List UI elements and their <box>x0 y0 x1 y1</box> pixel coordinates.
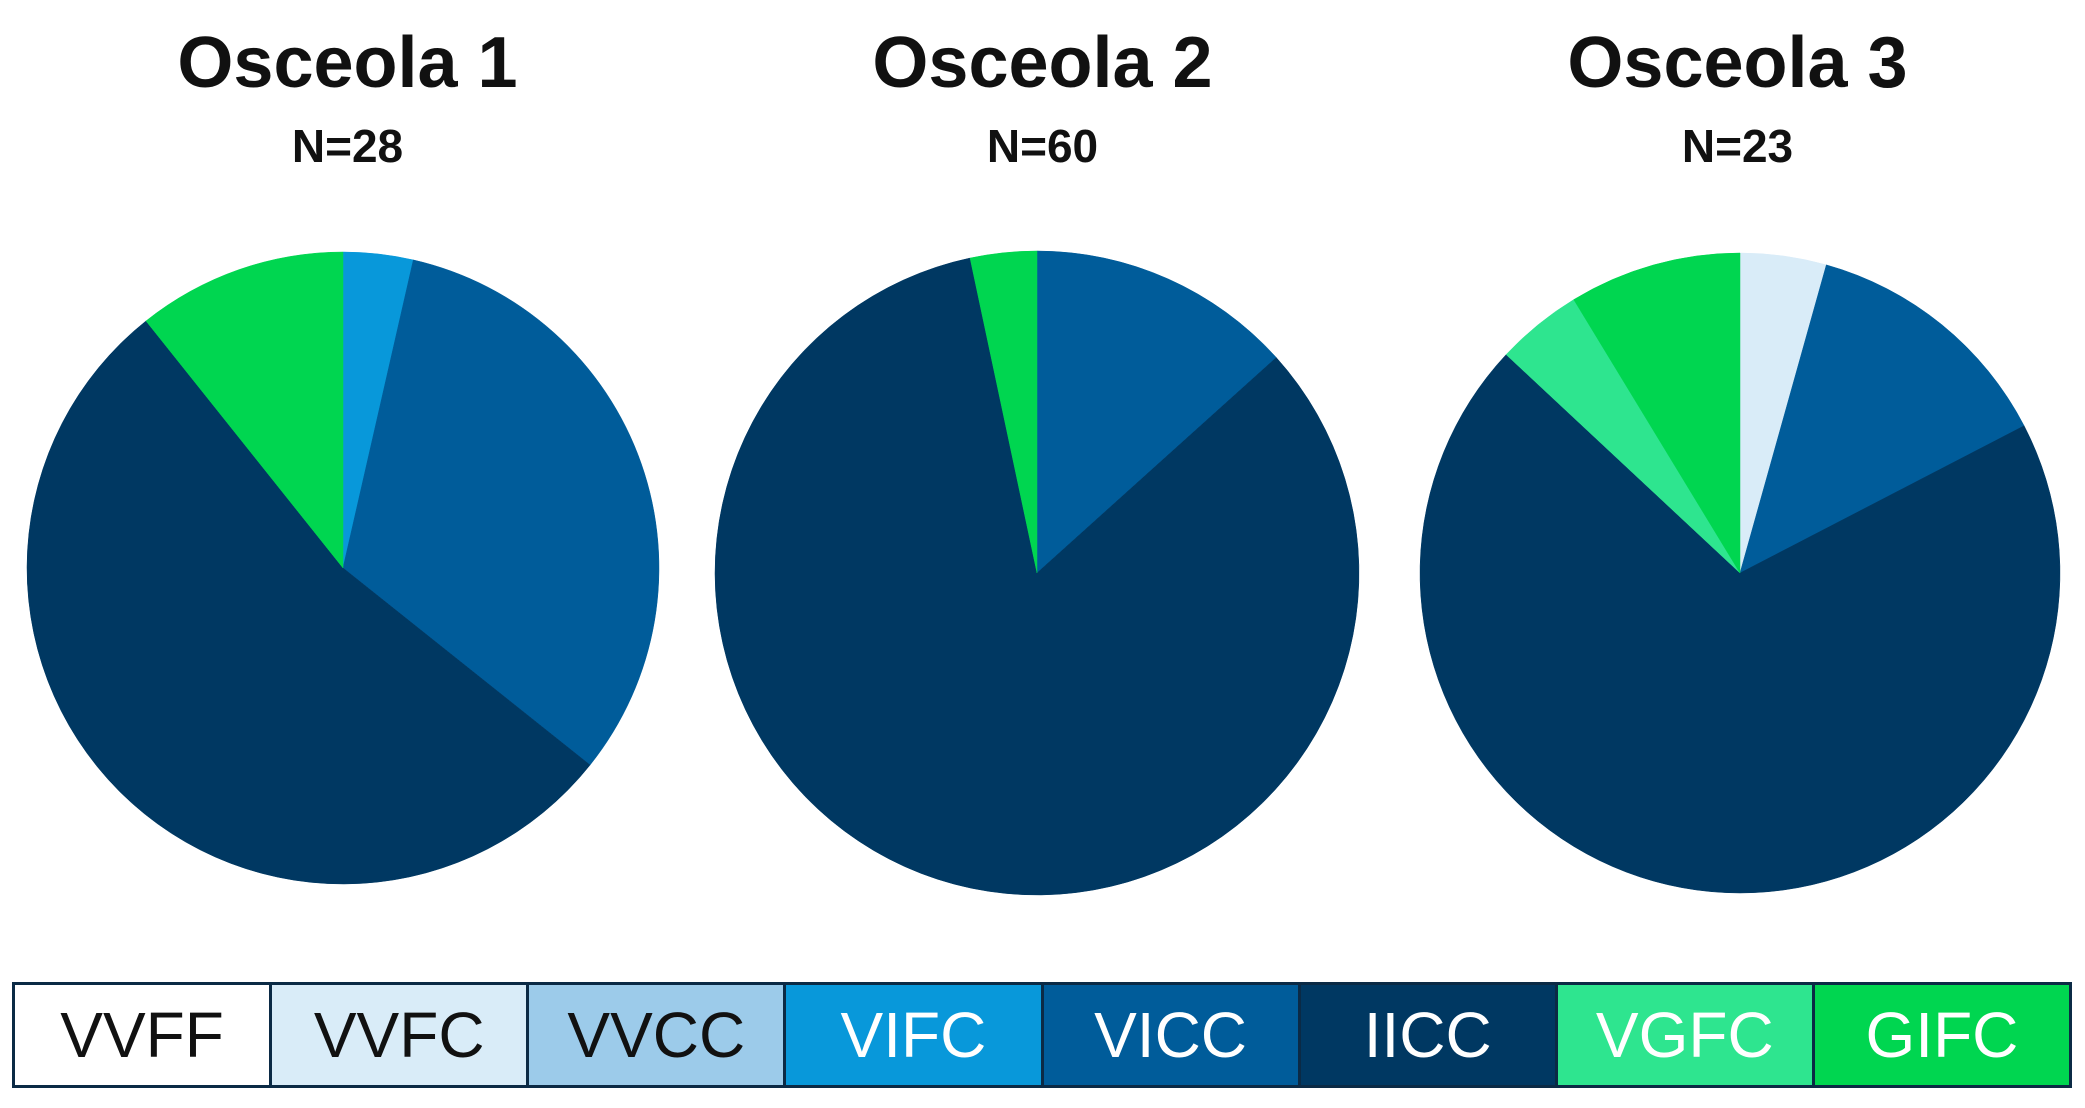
pie-slice-iicc <box>26 320 591 885</box>
legend-item-vvff: VVFF <box>15 985 273 1085</box>
pie-slice-gifc <box>969 250 1038 574</box>
pie-slice-iicc <box>714 257 1360 896</box>
legend-label: VVFC <box>313 999 485 1071</box>
legend-item-vvcc: VVCC <box>529 985 787 1085</box>
chart-title: Osceola 1 <box>177 23 518 103</box>
legend-item-vvfc: VVFC <box>272 985 530 1085</box>
pie-panel-osceola-3: Osceola 3 N=23 <box>1390 0 2085 940</box>
pie-chart-osceola-2 <box>714 250 1360 896</box>
legend-label: VGFC <box>1595 999 1774 1071</box>
legend-item-vicc: VICC <box>1043 985 1301 1085</box>
legend-label: GIFC <box>1865 999 2019 1071</box>
legend-item-iicc: IICC <box>1300 985 1558 1085</box>
pie-slice-vicc <box>342 259 660 766</box>
chart-title: Osceola 2 <box>872 23 1213 103</box>
pie-slice-gifc <box>145 251 344 569</box>
legend-label: VVFF <box>60 999 224 1071</box>
legend-label: VIFC <box>840 999 987 1071</box>
chart-subtitle: N=60 <box>986 120 1099 172</box>
legend-label: VICC <box>1094 999 1248 1071</box>
chart-subtitle: N=23 <box>1681 120 1794 172</box>
pie-panel-osceola-1: Osceola 1 N=28 <box>0 0 695 940</box>
legend-label: IICC <box>1363 999 1492 1071</box>
legend: VVFF VVFC VVCC VIFC VICC IICC VGFC GIFC <box>12 982 2072 1088</box>
legend-item-vifc: VIFC <box>786 985 1044 1085</box>
pie-chart-osceola-1 <box>26 251 660 885</box>
pie-slice-vicc <box>1739 264 2025 574</box>
legend-item-gifc: GIFC <box>1814 985 2069 1085</box>
chart-subtitle: N=28 <box>291 120 404 172</box>
legend-item-vgfc: VGFC <box>1557 985 1815 1085</box>
pie-slice-iicc <box>1419 354 2061 894</box>
pie-chart-osceola-3 <box>1419 252 2061 894</box>
legend-label: VVCC <box>567 999 746 1071</box>
pie-slice-vicc <box>1036 250 1277 574</box>
chart-title: Osceola 3 <box>1567 23 1908 103</box>
pie-panel-osceola-2: Osceola 2 N=60 <box>695 0 1390 940</box>
pie-slice-gifc <box>1573 252 1741 574</box>
